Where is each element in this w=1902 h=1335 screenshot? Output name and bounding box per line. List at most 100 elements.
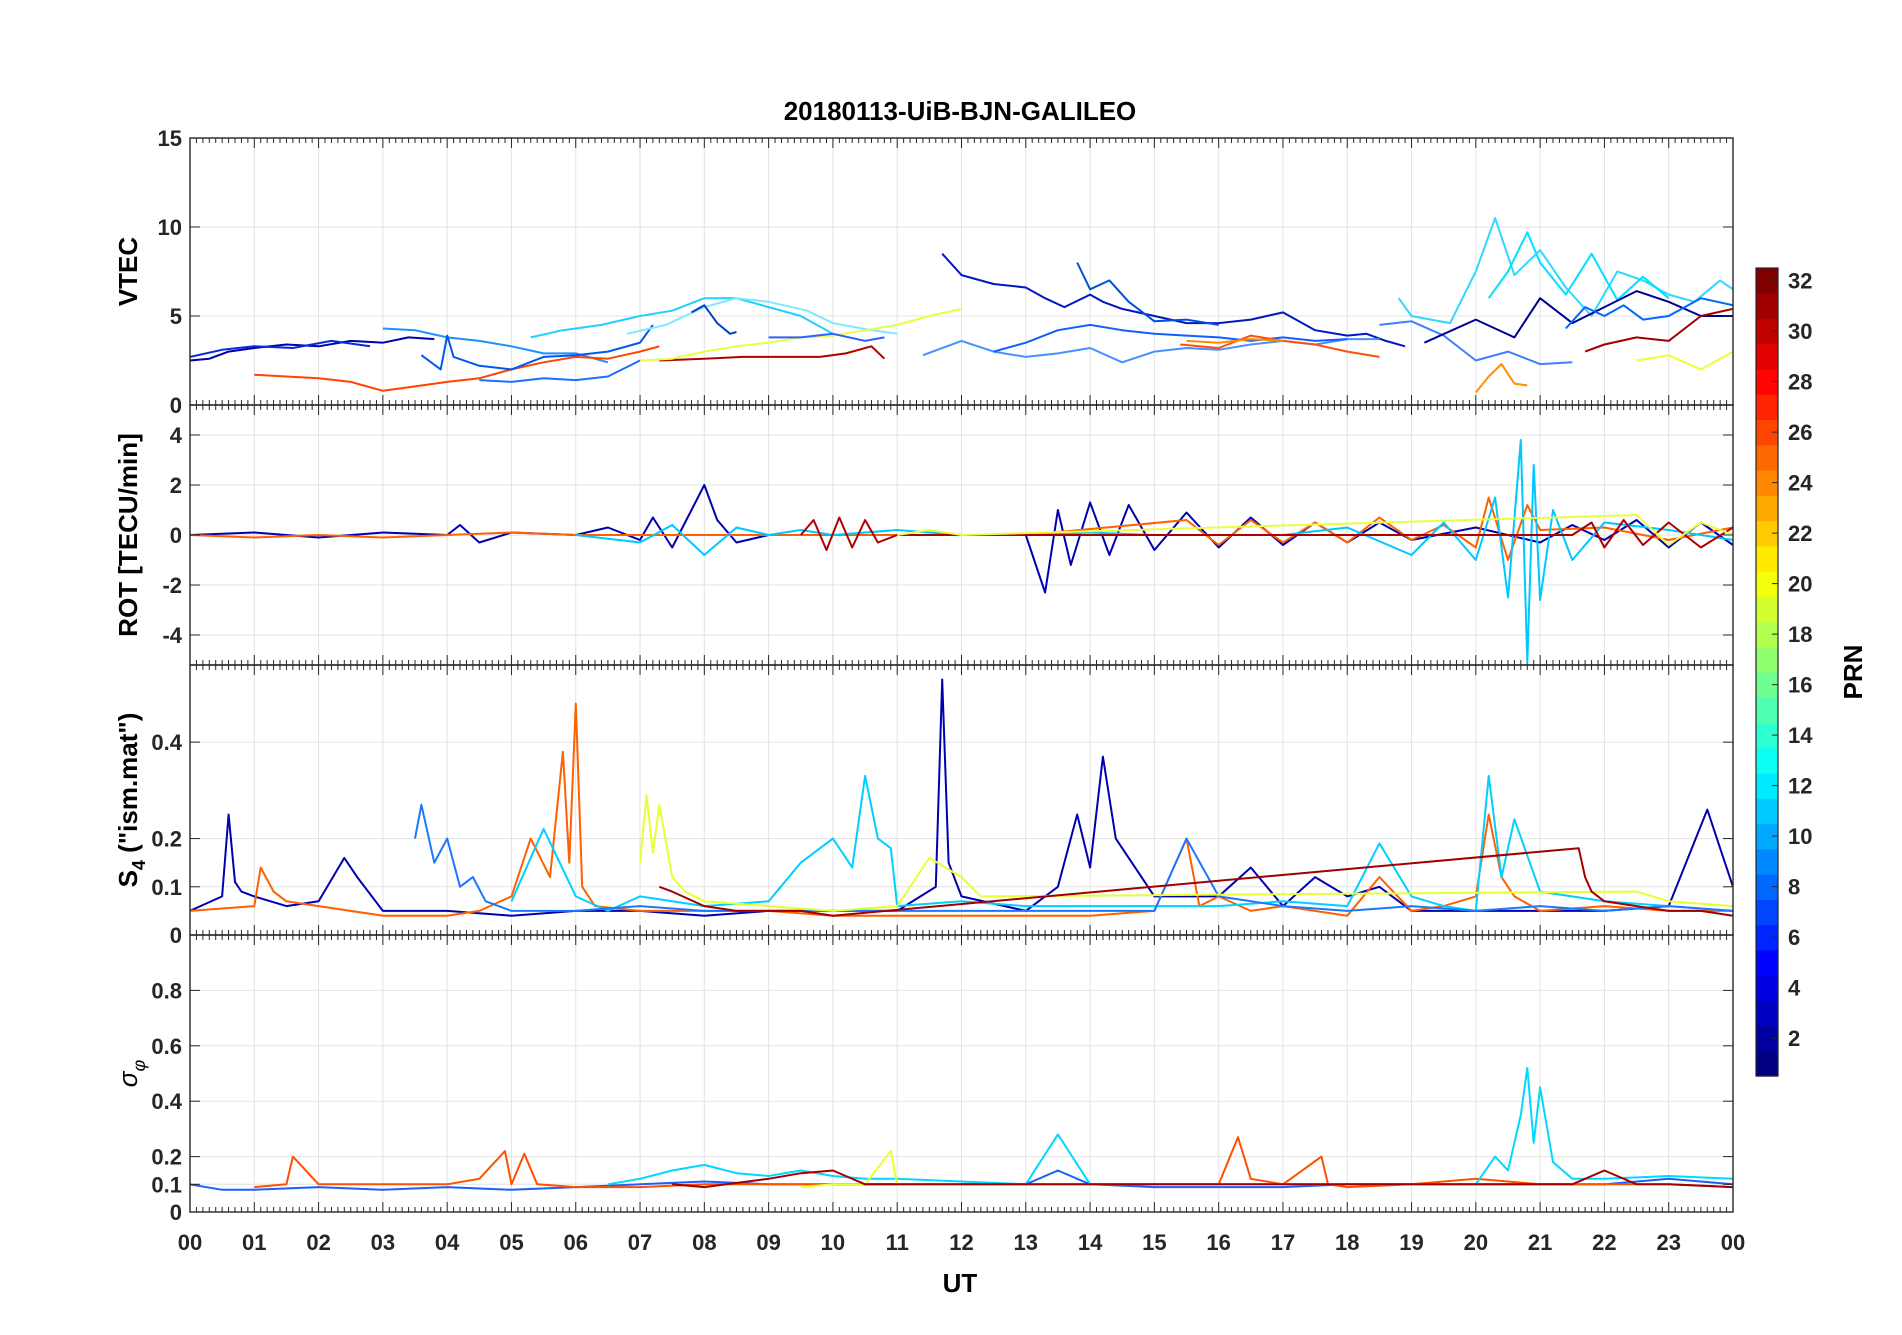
colorbar-tick-label: 4	[1788, 976, 1801, 1001]
series-line	[1076, 262, 1219, 326]
y-tick-label: 0.1	[151, 1172, 182, 1197]
colorbar-segment	[1756, 672, 1778, 698]
colorbar-segment	[1756, 848, 1778, 875]
colorbar-segment	[1756, 823, 1778, 850]
y-tick-label: 0.4	[151, 730, 182, 755]
series-line	[1565, 297, 1733, 330]
y-tick-label: 0.8	[151, 978, 182, 1003]
figure-title: 20180113-UiB-BJN-GALILEO	[784, 96, 1137, 126]
series-line	[672, 1169, 1733, 1189]
colorbar-tick-label: 6	[1788, 925, 1800, 950]
colorbar-segment	[1756, 596, 1778, 623]
x-tick-label: 01	[242, 1230, 266, 1255]
series-group	[190, 217, 1733, 394]
y-tick-label: 5	[170, 304, 182, 329]
colorbar-tick-label: 30	[1788, 319, 1812, 344]
series-line	[993, 323, 1348, 353]
panel-vtec: 0 5 10 15 VTEC	[113, 126, 1734, 418]
series-group	[190, 439, 1733, 664]
colorbar-tick-label: 10	[1788, 824, 1812, 849]
colorbar-segment	[1756, 1000, 1778, 1027]
colorbar-segment	[1756, 899, 1778, 926]
colorbar-tick-label: 12	[1788, 774, 1812, 799]
y-axis-label: σφ	[113, 1060, 149, 1088]
colorbar-tick-label: 20	[1788, 572, 1812, 597]
colorbar-segment	[1756, 293, 1778, 320]
series-line	[691, 304, 737, 335]
x-tick-label: 16	[1206, 1230, 1230, 1255]
x-tick-label: 03	[371, 1230, 395, 1255]
y-tick-label: 4	[170, 423, 183, 448]
colorbar-segment	[1756, 747, 1778, 774]
series-line	[1487, 231, 1670, 301]
axes-box	[189, 934, 1734, 1213]
colorbar-segment	[1756, 571, 1778, 597]
y-axis-label: ROT [TECU/min]	[113, 433, 143, 637]
series-line	[254, 1136, 1733, 1189]
x-axis: 00 01 02 03 04 05 06 07 08 09 10 11 12 13 14 15 16 17 18 19…	[178, 1230, 1745, 1255]
colorbar-segment	[1756, 419, 1778, 446]
colorbar-label: PRN	[1838, 645, 1868, 700]
y-tick-label: 0	[170, 1200, 182, 1225]
series-line	[897, 514, 1733, 546]
series-line	[1423, 290, 1733, 344]
series-line	[607, 1067, 1733, 1186]
y-tick-label: 0	[170, 523, 182, 548]
x-tick-label: 23	[1656, 1230, 1680, 1255]
x-tick-label: 14	[1078, 1230, 1103, 1255]
x-tick-label: 02	[306, 1230, 330, 1255]
x-tick-label: 20	[1464, 1230, 1488, 1255]
x-tick-label: 00	[1721, 1230, 1745, 1255]
colorbar-segment	[1756, 1050, 1778, 1077]
series-line	[190, 339, 371, 358]
colorbar-tick-label: 2	[1788, 1026, 1800, 1051]
x-tick-label: 00	[178, 1230, 202, 1255]
y-tick-label: 0	[170, 393, 182, 418]
series-line	[659, 345, 886, 362]
panel-s4: 0 0.1 0.2 0.4S4 ("ism.mat")	[113, 664, 1734, 948]
series-line	[1379, 320, 1573, 366]
y-tick-label: 0.4	[151, 1089, 182, 1114]
series-line	[1636, 350, 1733, 371]
colorbar-segment	[1756, 394, 1778, 421]
colorbar-segment	[1756, 722, 1778, 749]
x-tick-label: 11	[886, 1230, 909, 1255]
y-tick-label: 0.2	[151, 827, 182, 852]
colorbar-segment	[1756, 369, 1778, 395]
series-line	[1397, 217, 1733, 325]
x-tick-label: 19	[1399, 1230, 1423, 1255]
x-tick-label: 21	[1528, 1230, 1552, 1255]
series-line	[768, 332, 885, 342]
series-line	[190, 496, 1733, 561]
panel-rot: -4 -2 0 2 4 ROT [TECU/min]	[113, 404, 1734, 666]
series-line	[626, 297, 898, 335]
panel-sigma_phi: 0 0.10.2 0.4 0.6 0.8 σφ	[113, 934, 1734, 1225]
colorbar-segment	[1756, 773, 1778, 799]
x-tick-label: 05	[499, 1230, 523, 1255]
y-tick-label: 15	[158, 126, 182, 151]
x-tick-label: 07	[628, 1230, 652, 1255]
x-tick-label: 17	[1271, 1230, 1295, 1255]
colorbar-segment	[1756, 318, 1778, 345]
colorbar-segment	[1756, 621, 1778, 648]
series-line	[414, 803, 1733, 912]
colorbar-tick-label: 8	[1788, 875, 1800, 900]
y-tick-label: 2	[170, 473, 182, 498]
series-line	[190, 702, 1733, 917]
y-tick-label: -4	[162, 623, 182, 648]
series-line	[1186, 338, 1284, 344]
colorbar-segment	[1756, 444, 1778, 471]
y-tick-label: 0.2	[151, 1145, 182, 1170]
series-line	[941, 253, 1406, 348]
colorbar-frame	[1755, 267, 1779, 1077]
colorbar-segment	[1756, 470, 1778, 496]
series-line	[922, 338, 1380, 364]
colorbar-segment	[1756, 798, 1778, 825]
x-tick-label: 15	[1142, 1230, 1166, 1255]
colorbar-segment	[1756, 975, 1778, 1001]
colorbar-segment	[1756, 697, 1778, 724]
series-line	[254, 345, 660, 392]
colorbar-segment	[1756, 646, 1778, 673]
colorbar-segment	[1756, 924, 1778, 951]
